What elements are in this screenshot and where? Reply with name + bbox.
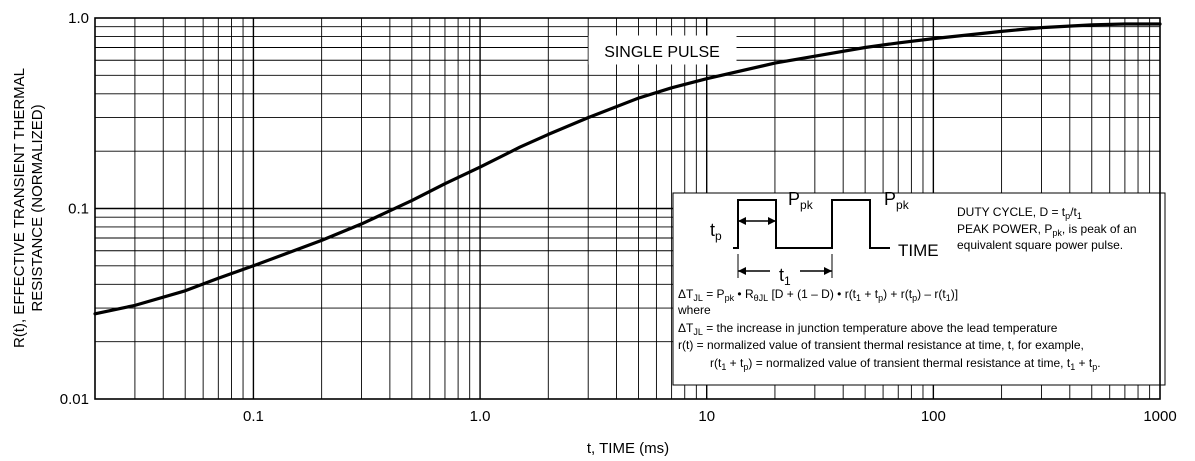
y-axis-label-line1: R(t), EFFECTIVE TRANSIENT THERMAL xyxy=(11,68,28,348)
time-label: TIME xyxy=(898,241,939,260)
ppk-label-1: Ppk xyxy=(788,189,814,212)
x-tick-label: 0.1 xyxy=(243,408,264,425)
y-tick-label: 1.0 xyxy=(68,10,89,27)
peak-power-text: PEAK POWER, Ppk, is peak of an xyxy=(957,222,1137,238)
x-tick-label: 10 xyxy=(698,408,715,425)
y-tick-label: 0.01 xyxy=(60,391,89,408)
plot-frame xyxy=(94,17,1161,400)
ppk-label-2: Ppk xyxy=(884,189,910,212)
formula-text: ΔTJL = Ppk • RθJL [D + (1 – D) • r(t1 + … xyxy=(678,287,958,303)
pulse-waveform xyxy=(733,199,890,278)
rt-definition: r(t) = normalized value of transient the… xyxy=(678,338,1084,352)
x-axis-label: t, TIME (ms) xyxy=(587,440,669,457)
x-tick-label: 100 xyxy=(921,408,946,425)
rt-example: r(t1 + tp) = normalized value of transie… xyxy=(710,356,1101,372)
x-tick-label: 1000 xyxy=(1143,408,1176,425)
duty-cycle-text: DUTY CYCLE, D = tp/t1 xyxy=(957,205,1082,221)
t1-label: t1 xyxy=(779,265,791,288)
y-axis-label-line2: RESISTANCE (NORMALIZED) xyxy=(29,104,46,311)
duty-cycle-inset: tp t1 Ppk Ppk TIME DUTY CYCLE, D = tp/t1… xyxy=(672,189,1166,386)
single-pulse-label: SINGLE PULSE xyxy=(588,35,737,65)
single-pulse-text: SINGLE PULSE xyxy=(604,44,720,61)
tp-label: tp xyxy=(710,220,722,243)
where-text: where xyxy=(677,303,711,317)
x-tick-labels: 0.1 1.0 10 100 1000 xyxy=(243,408,1177,425)
y-tick-label: 0.1 xyxy=(68,201,89,218)
x-tick-label: 1.0 xyxy=(470,408,491,425)
peak-power-text-2: equivalent square power pulse. xyxy=(957,238,1123,252)
single-pulse-curve xyxy=(93,22,1162,316)
delta-t-definition: ΔTJL = the increase in junction temperat… xyxy=(678,321,1058,337)
y-tick-labels: 0.01 0.1 1.0 xyxy=(60,10,89,408)
